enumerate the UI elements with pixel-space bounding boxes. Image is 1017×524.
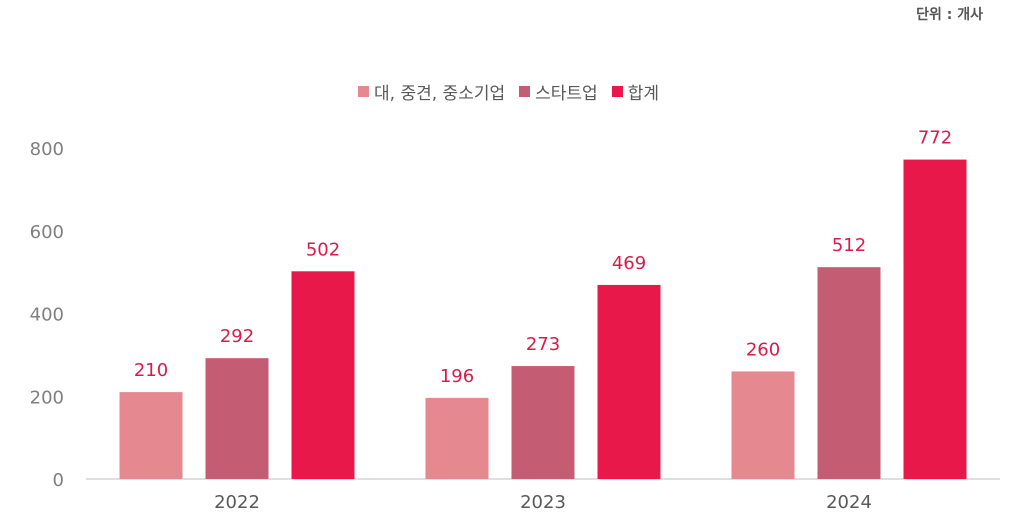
- bar-2023-series-1: [425, 397, 489, 479]
- y-tick-label: 200: [30, 387, 64, 408]
- legend-label-series-1: 대, 중견, 중소기업: [374, 84, 506, 104]
- legend-swatch-series-2: [519, 86, 531, 97]
- unit-label: 단위 : 개사: [916, 7, 983, 23]
- data-label: 502: [306, 239, 340, 260]
- legend-item-series-1: 대, 중견, 중소기업: [358, 79, 505, 104]
- data-label: 292: [220, 326, 254, 347]
- bar-2024-series-2: [817, 267, 881, 479]
- data-label: 273: [526, 334, 560, 355]
- y-tick-label: 600: [30, 222, 64, 243]
- data-label: 260: [746, 339, 780, 360]
- bar-2024-series-3: [903, 159, 967, 479]
- bar-2022-series-1: [119, 392, 183, 479]
- data-label: 210: [134, 360, 168, 381]
- y-tick-label: 800: [30, 139, 64, 160]
- data-label: 196: [440, 366, 474, 387]
- data-label: 512: [832, 235, 866, 256]
- y-tick-label: 400: [30, 305, 64, 326]
- data-label: 772: [918, 128, 952, 149]
- legend-swatch-series-3: [611, 86, 623, 97]
- bar-2022-series-3: [291, 271, 355, 479]
- x-tick-label: 2023: [520, 492, 566, 513]
- bar-2024-series-1: [731, 371, 795, 479]
- bar-2022-series-2: [205, 358, 269, 479]
- legend-item-series-3: 합계: [611, 79, 659, 104]
- y-tick-label: 0: [53, 470, 64, 491]
- x-tick-label: 2024: [826, 492, 872, 513]
- x-tick-label: 2022: [214, 492, 260, 513]
- legend-label-series-2: 스타트업: [535, 84, 598, 104]
- bar-2023-series-3: [597, 284, 661, 479]
- legend-swatch-series-1: [358, 86, 370, 97]
- legend-item-series-2: 스타트업: [519, 79, 598, 104]
- data-label: 469: [612, 253, 646, 274]
- legend-label-series-3: 합계: [627, 84, 659, 104]
- bar-2023-series-2: [511, 366, 575, 479]
- legend: 대, 중견, 중소기업 스타트업 합계: [0, 79, 1017, 104]
